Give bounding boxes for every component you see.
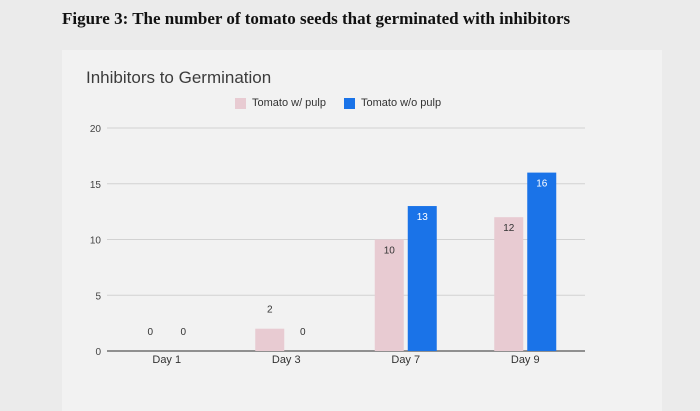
data-label: 10 [384, 246, 396, 257]
bar [255, 328, 285, 351]
legend-item-with-pulp: Tomato w/ pulp [235, 97, 326, 109]
bar [494, 217, 524, 351]
data-label: 0 [147, 327, 153, 338]
data-label: 2 [267, 305, 273, 316]
y-tick-label: 20 [90, 124, 102, 135]
legend-swatch-without-pulp [343, 97, 355, 109]
x-tick-label: Day 3 [272, 354, 301, 366]
bar [527, 172, 557, 351]
y-tick-label: 10 [90, 236, 102, 247]
y-tick-label: 0 [95, 347, 101, 358]
y-tick-label: 5 [95, 291, 101, 302]
legend-swatch-with-pulp [235, 97, 246, 109]
x-tick-label: Day 7 [391, 354, 420, 366]
chart-title: Inhibitors to Germination [86, 68, 272, 87]
x-tick-label: Day 1 [152, 354, 181, 366]
data-label: 13 [417, 212, 429, 223]
figure-caption: Figure 3: The number of tomato seeds tha… [62, 9, 571, 28]
legend-item-without-pulp: Tomato w/o pulp [343, 97, 442, 109]
bar [407, 206, 437, 351]
legend: Tomato w/ pulp Tomato w/o pulp [235, 97, 459, 109]
bar [374, 239, 404, 351]
data-label: 12 [503, 223, 515, 234]
x-tick-label: Day 9 [511, 354, 540, 366]
data-label: 0 [180, 327, 186, 338]
legend-label-with-pulp: Tomato w/ pulp [252, 97, 326, 109]
data-label: 16 [536, 179, 548, 190]
y-tick-label: 15 [90, 180, 102, 191]
legend-label-without-pulp: Tomato w/o pulp [360, 97, 442, 109]
data-label: 0 [300, 327, 306, 338]
